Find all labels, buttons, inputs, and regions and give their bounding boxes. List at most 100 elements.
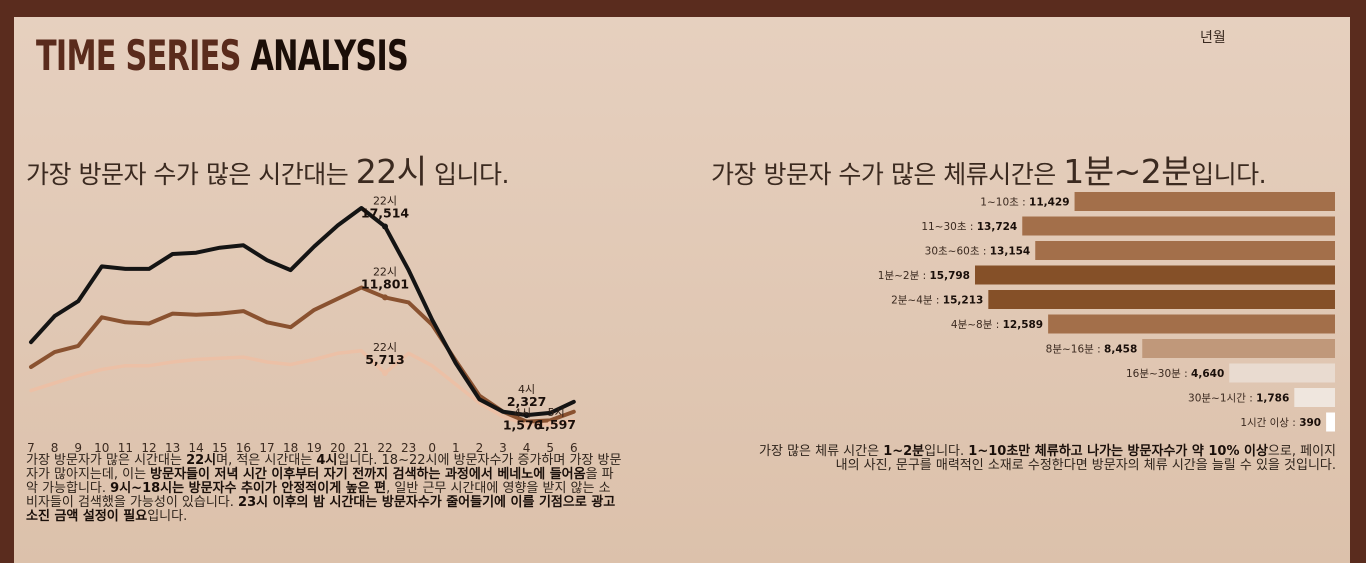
hourly-note-segment: 9시~18시는 방문자수 추이가 안정적이게 높은 편 (110, 481, 387, 496)
data-label-time: 22시 (373, 341, 397, 354)
dwell-note-segment: 1~10초만 체류하고 나가는 방문자수가 약 10% 이상 (968, 444, 1268, 459)
bar (1074, 192, 1335, 211)
data-label-time: 4시 (514, 406, 531, 419)
x-tick-label: 3 (499, 441, 507, 454)
dwell-note-segment: 가장 많은 체류 시간은 (759, 444, 884, 459)
bar-label: 4분~8분 : 12,589 (951, 319, 1043, 331)
hourly-note-segment: 방문자들이 저녁 시간 이후부터 자기 전까지 검색하는 과정에서 베네노에 들… (150, 467, 586, 482)
bar-label: 16분~30분 : 4,640 (1126, 368, 1224, 380)
title-part-2: ANALYSIS (250, 31, 409, 80)
x-tick-label: 10 (94, 441, 109, 454)
x-tick-label: 19 (307, 441, 322, 454)
data-label-value: 1,597 (536, 417, 576, 432)
hourly-note-segment: 4시 (316, 453, 338, 468)
bar-category-label: 8분~16분 : (1046, 344, 1104, 356)
x-tick-label: 11 (118, 441, 133, 454)
x-tick-label: 1 (452, 441, 460, 454)
data-point-marker (547, 421, 554, 428)
data-point-marker (382, 370, 388, 377)
bar (975, 265, 1335, 285)
data-point-marker (523, 421, 530, 428)
bar (1048, 314, 1335, 334)
x-tick-label: 18 (283, 441, 298, 454)
bar-value-label: 15,213 (943, 295, 984, 307)
x-tick-label: 17 (259, 441, 274, 454)
dwell-insight-text: 가장 많은 체류 시간은 1~2분입니다. 1~10초만 체류하고 나가는 방문… (754, 445, 1336, 473)
x-tick-label: 9 (74, 441, 82, 454)
hourly-headline-post: 입니다. (426, 160, 510, 189)
hourly-note-segment: 입니다. 18~22시에 방문자수가 증가하며 가장 방문자가 많아지는데, 이… (26, 453, 622, 482)
bar-value-label: 15,798 (929, 270, 970, 282)
x-tick-label: 5 (546, 441, 554, 454)
dwell-note-segment: 1~2분 (883, 444, 925, 459)
bar (1326, 412, 1335, 432)
bar-category-label: 1시간 이상 : (1240, 417, 1299, 429)
hourly-note-segment: 가장 방문자가 많은 시간대는 (26, 453, 187, 468)
bar-label: 8분~16분 : 8,458 (1046, 344, 1138, 356)
dwell-time-bar-chart: 1~10초 : 11,429 11~30초 : 13,724 30초~60초 : 1… (878, 192, 1335, 432)
bar-value-label: 390 (1299, 417, 1321, 429)
data-label-value: 11,801 (361, 276, 409, 291)
bar-label: 30초~60초 : 13,154 (925, 246, 1031, 258)
bar-value-label: 11,429 (1029, 197, 1070, 209)
bar-category-label: 30초~60초 : (925, 246, 990, 258)
bar-category-label: 1분~2분 : (878, 270, 930, 282)
series-line-low (29, 349, 576, 427)
x-tick-label: 7 (27, 441, 35, 454)
bar-category-label: 1~10초 : (980, 197, 1029, 209)
page-title: TIME SERIES ANALYSIS (36, 31, 409, 80)
hourly-visitors-line-chart: 7 8 9 10 11 12 13 14 15 16 17 18 19 20 21 22 23 0 1 2 3 4 5 622… (27, 194, 577, 454)
hourly-note-segment: 며, 적은 시간대는 (216, 453, 317, 468)
data-point-marker (382, 223, 388, 230)
data-label-time: 22시 (373, 265, 397, 278)
bar-value-label: 1,786 (1256, 393, 1289, 405)
series-line-total (29, 206, 576, 418)
x-tick-label: 23 (401, 441, 416, 454)
bar-value-label: 12,589 (1003, 319, 1044, 331)
hourly-note-segment: 입니다. (147, 509, 188, 524)
x-tick-label: 0 (428, 441, 436, 454)
bar-label: 1시간 이상 : 390 (1240, 417, 1321, 429)
dwell-headline-highlight: 1분~2분 (1063, 152, 1192, 191)
dwell-note-segment: 입니다. (924, 444, 969, 459)
hourly-note-segment: 을 파악 가능합니다. (26, 467, 614, 496)
hourly-headline-highlight: 22시 (355, 152, 427, 191)
data-label-time: 22시 (373, 194, 397, 207)
hourly-insight-text: 가장 방문자가 많은 시간대는 22시며, 적은 시간대는 4시입니다. 18~… (26, 454, 622, 524)
bar-label: 11~30초 : 13,724 (921, 221, 1017, 233)
data-point-marker (523, 412, 530, 419)
x-tick-label: 14 (189, 441, 204, 454)
hourly-note-segment: 23시 이후의 밤 시간대는 방문자수가 줄어들기에 이를 기점으로 광고 소진… (26, 495, 616, 524)
bar-label: 2분~4분 : 15,213 (891, 295, 983, 307)
x-tick-label: 8 (51, 441, 59, 454)
data-label-value: 5,713 (365, 352, 405, 367)
x-tick-label: 4 (523, 441, 531, 454)
bar-category-label: 4분~8분 : (951, 319, 1003, 331)
x-tick-label: 12 (141, 441, 156, 454)
bar (1022, 216, 1335, 236)
data-label-value: 1,576 (503, 417, 543, 432)
hourly-headline-pre: 가장 방문자 수가 많은 시간대는 (26, 160, 356, 189)
bar-label: 30분~1시간 : 1,786 (1188, 393, 1289, 405)
year-month-filter[interactable]: 년월 (1200, 30, 1226, 46)
bar-value-label: 4,640 (1191, 368, 1224, 380)
bar-category-label: 16분~30분 : (1126, 368, 1191, 380)
data-point-marker (382, 294, 388, 301)
data-label-value: 2,327 (507, 394, 547, 409)
dwell-headline: 가장 방문자 수가 많은 체류시간은 1분~2분입니다. (711, 145, 1267, 193)
bar (1035, 241, 1335, 260)
bar-category-label: 11~30초 : (921, 221, 976, 233)
x-tick-label: 20 (330, 441, 345, 454)
dashboard-frame: TIME SERIES ANALYSIS 년월 가장 방문자 수가 많은 시간대… (14, 17, 1350, 563)
dwell-headline-pre: 가장 방문자 수가 많은 체류시간은 (711, 160, 1064, 189)
series-line-mid (29, 285, 576, 424)
data-label-time: 4시 (518, 383, 535, 396)
x-tick-label: 2 (476, 441, 484, 454)
title-part-1: TIME SERIES (36, 31, 241, 80)
hourly-note-segment: 22시 (186, 453, 217, 468)
hourly-note-segment: , 일반 근무 시간대에 영향을 받지 않는 소비자들이 검색했을 가능성이 있… (26, 481, 611, 510)
x-tick-label: 21 (354, 441, 369, 454)
x-tick-label: 22 (377, 441, 392, 454)
data-label-value: 17,514 (361, 205, 410, 220)
bar (988, 290, 1335, 309)
